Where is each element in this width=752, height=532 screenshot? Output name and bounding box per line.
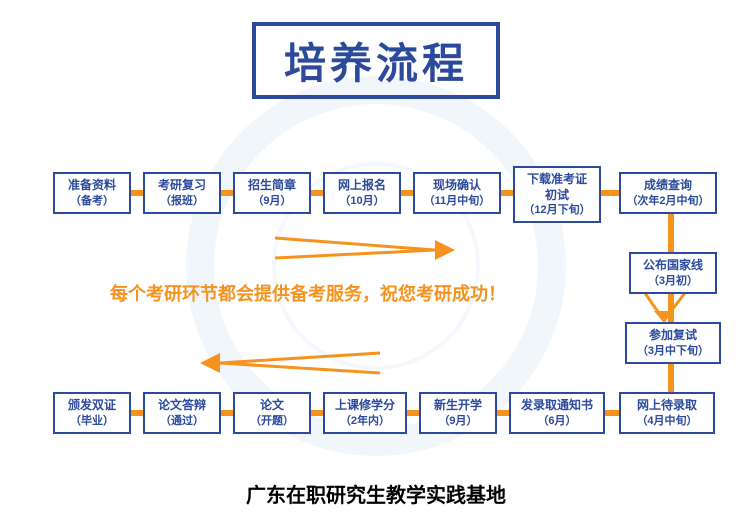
node-sublabel: （10月） <box>339 194 384 208</box>
node-label: 网上报名 <box>338 178 386 194</box>
node-label: 考研复习 <box>158 178 206 194</box>
page-title: 培养流程 <box>284 40 468 87</box>
node-label: 下载准考证 <box>527 172 587 188</box>
flow-node: 参加复试（3月中下旬） <box>625 322 721 364</box>
node-label: 现场确认 <box>433 178 481 194</box>
flow-node: 新生开学（9月） <box>419 392 497 434</box>
node-sublabel: （备考） <box>70 194 114 208</box>
node-label: 论文 <box>260 398 284 414</box>
node-sublabel: （9月） <box>252 194 291 208</box>
node-label: 颁发双证 <box>68 398 116 414</box>
node-sublabel: （9月） <box>438 414 477 428</box>
caption-text: 每个考研环节都会提供备考服务，祝您考研成功！ <box>110 280 506 306</box>
flow-node: 论文（开题） <box>233 392 311 434</box>
node-sublabel: （3月初） <box>648 274 698 288</box>
node-label: 发录取通知书 <box>521 398 593 414</box>
title-box: 培养流程 <box>252 22 500 99</box>
node-label: 参加复试 <box>649 328 697 344</box>
node-sublabel: （12月下旬） <box>523 203 590 217</box>
flow-node: 成绩查询（次年2月中旬） <box>619 172 717 214</box>
node-label: 论文答辩 <box>158 398 206 414</box>
node-sublabel: （4月中旬） <box>636 414 697 428</box>
flow-node: 下载准考证初试（12月下旬） <box>513 166 601 223</box>
footer-text: 广东在职研究生教学实践基地 <box>246 479 506 508</box>
node-sublabel: （毕业） <box>70 414 114 428</box>
node-label: 初试 <box>545 188 569 204</box>
flow-node: 公布国家线（3月初） <box>629 252 717 294</box>
node-sublabel: （6月） <box>537 414 576 428</box>
flow-node: 论文答辩（通过） <box>143 392 221 434</box>
node-sublabel: （开题） <box>250 414 294 428</box>
node-sublabel: （11月中旬） <box>424 194 491 208</box>
flow-node: 发录取通知书（6月） <box>509 392 605 434</box>
arrow-right <box>275 228 455 268</box>
flow-node: 颁发双证（毕业） <box>53 392 131 434</box>
flow-node: 现场确认（11月中旬） <box>413 172 501 214</box>
node-label: 上课修学分 <box>335 398 395 414</box>
node-sublabel: （通过） <box>160 414 204 428</box>
flow-node: 准备资料（备考） <box>53 172 131 214</box>
flow-node: 招生简章（9月） <box>233 172 311 214</box>
flow-node: 网上待录取（4月中旬） <box>619 392 715 434</box>
arrow-down <box>640 293 690 323</box>
arrow-left <box>200 345 380 381</box>
node-label: 新生开学 <box>434 398 482 414</box>
node-label: 招生简章 <box>248 178 296 194</box>
node-label: 网上待录取 <box>637 398 697 414</box>
flow-node: 网上报名（10月） <box>323 172 401 214</box>
flow-node: 考研复习（报班） <box>143 172 221 214</box>
node-label: 成绩查询 <box>644 178 692 194</box>
node-sublabel: （次年2月中旬） <box>626 194 709 208</box>
node-sublabel: （3月中下旬） <box>637 344 709 358</box>
node-label: 公布国家线 <box>643 258 703 274</box>
flow-node: 上课修学分（2年内） <box>323 392 407 434</box>
node-label: 准备资料 <box>68 178 116 194</box>
node-sublabel: （报班） <box>160 194 204 208</box>
node-sublabel: （2年内） <box>340 414 390 428</box>
